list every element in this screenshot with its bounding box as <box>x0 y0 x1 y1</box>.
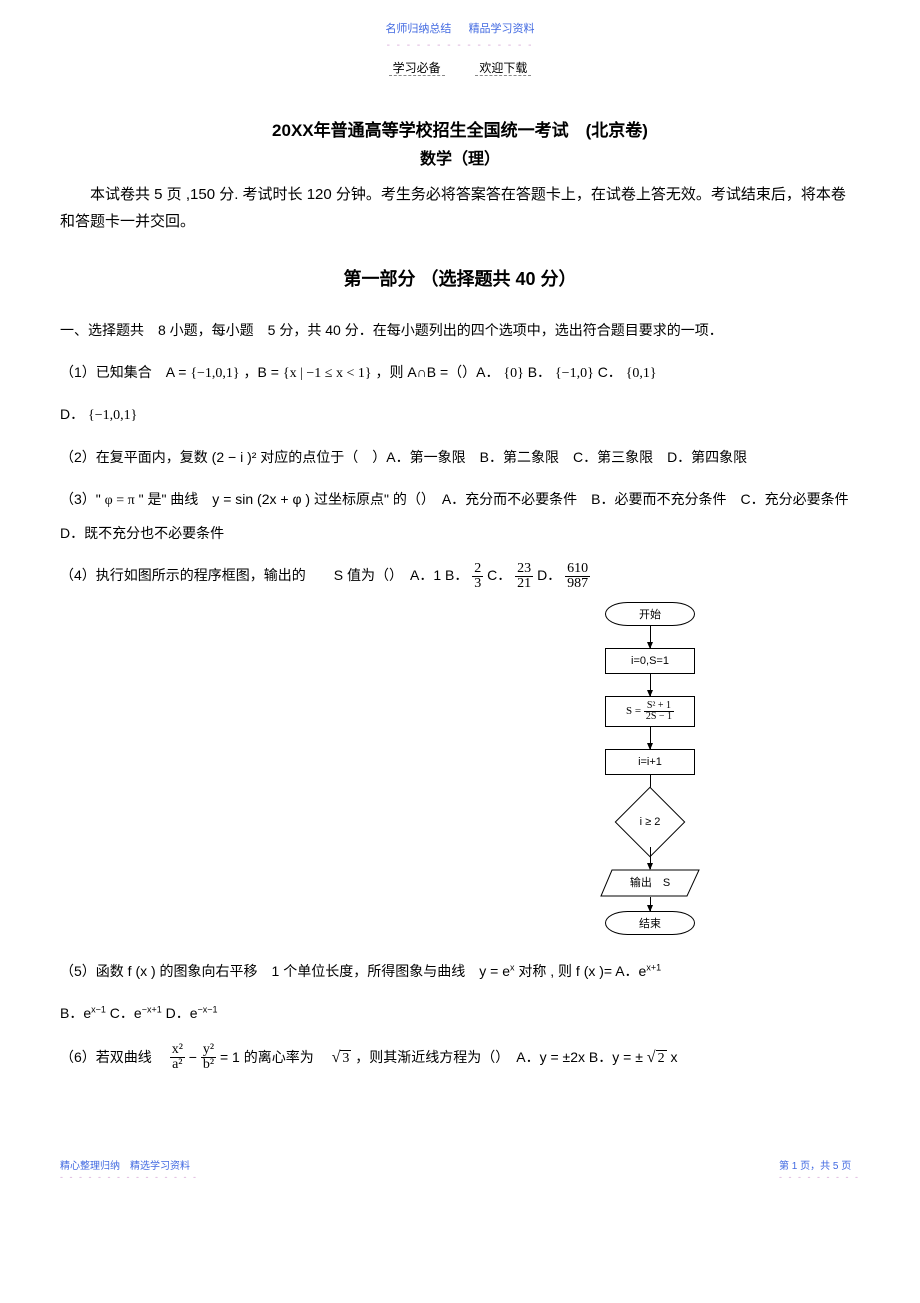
fc-formula: S = S² + 1 2S − 1 <box>605 696 695 727</box>
question-4: （4）执行如图所示的程序框图，输出的 S 值为（） A．1 B． 2 3 C． … <box>60 559 860 593</box>
header-left: 名师归纳总结 <box>385 23 451 35</box>
footer: 精心整理归纳 精选学习资料 - - - - - - - - - - - - - … <box>60 1157 860 1182</box>
intro-text: 本试卷共 5 页 ,150 分. 考试时长 120 分钟。考生务必将答案答在答题… <box>60 181 860 235</box>
question-1-line2: D． {−1,0,1} <box>60 398 860 433</box>
fc-arrow <box>650 897 651 911</box>
header-right: 精品学习资料 <box>469 23 535 35</box>
title-sub: 数学（理） <box>60 145 860 169</box>
question-6: （6）若双曲线 x² a² − y² b² = 1 的离心率为 √3 ，则其渐近… <box>60 1039 860 1077</box>
header-dots: - - - - - - - - - - - - - - - <box>60 40 860 51</box>
top-header: 名师归纳总结 精品学习资料 <box>60 20 860 36</box>
question-3: （3）" φ = π " 是" 曲线 y = sin (2x + φ ) 过坐标… <box>60 483 860 551</box>
frac-x: x² a² <box>170 1043 185 1072</box>
fc-init: i=0,S=1 <box>605 648 695 674</box>
fc-arrow <box>650 626 651 648</box>
question-5-line2: B．ex−1 C．e−x+1 D．e−x−1 <box>60 997 860 1031</box>
fc-inc: i=i+1 <box>605 749 695 775</box>
title-main: 20XX年普通高等学校招生全国统一考试 (北京卷) <box>60 116 860 141</box>
fc-arrow <box>650 727 651 749</box>
sub-right: 欢迎下载 <box>475 61 531 76</box>
sub-header: 学习必备 欢迎下载 <box>60 59 860 76</box>
sqrt-2: √2 <box>647 1039 667 1077</box>
section-title: 第一部分 （选择题共 40 分） <box>60 265 860 291</box>
fc-start: 开始 <box>605 602 695 626</box>
footer-left: 精心整理归纳 精选学习资料 <box>60 1157 198 1172</box>
sqrt-3: √3 <box>332 1039 352 1077</box>
question-1: （1）已知集合 A = {−1,0,1} ，B = {x | −1 ≤ x < … <box>60 356 860 391</box>
frac-d: 610 987 <box>565 562 590 591</box>
frac-c: 23 21 <box>515 562 533 591</box>
instruction: 一、选择题共 8 小题，每小题 5 分，共 40 分．在每小题列出的四个选项中，… <box>60 315 860 346</box>
footer-right: 第 1 页，共 5 页 <box>779 1157 860 1172</box>
fc-output: 输出 S <box>600 869 700 897</box>
frac-y: y² b² <box>201 1043 216 1072</box>
fc-arrow <box>650 674 651 696</box>
sub-left: 学习必备 <box>389 61 445 76</box>
fc-end: 结束 <box>605 911 695 935</box>
question-2: （2）在复平面内，复数 (2 − i )² 对应的点位于（ ）A．第一象限 B．… <box>60 441 860 475</box>
fc-cond: i ≥ 2 <box>615 797 685 847</box>
flowchart: 开始 i=0,S=1 S = S² + 1 2S − 1 i=i+1 i ≥ 2… <box>560 602 740 935</box>
question-5: （5）函数 f (x ) 的图象向右平移 1 个单位长度，所得图象与曲线 y =… <box>60 955 860 989</box>
frac-b: 2 3 <box>472 562 483 591</box>
fc-arrow <box>650 847 651 869</box>
